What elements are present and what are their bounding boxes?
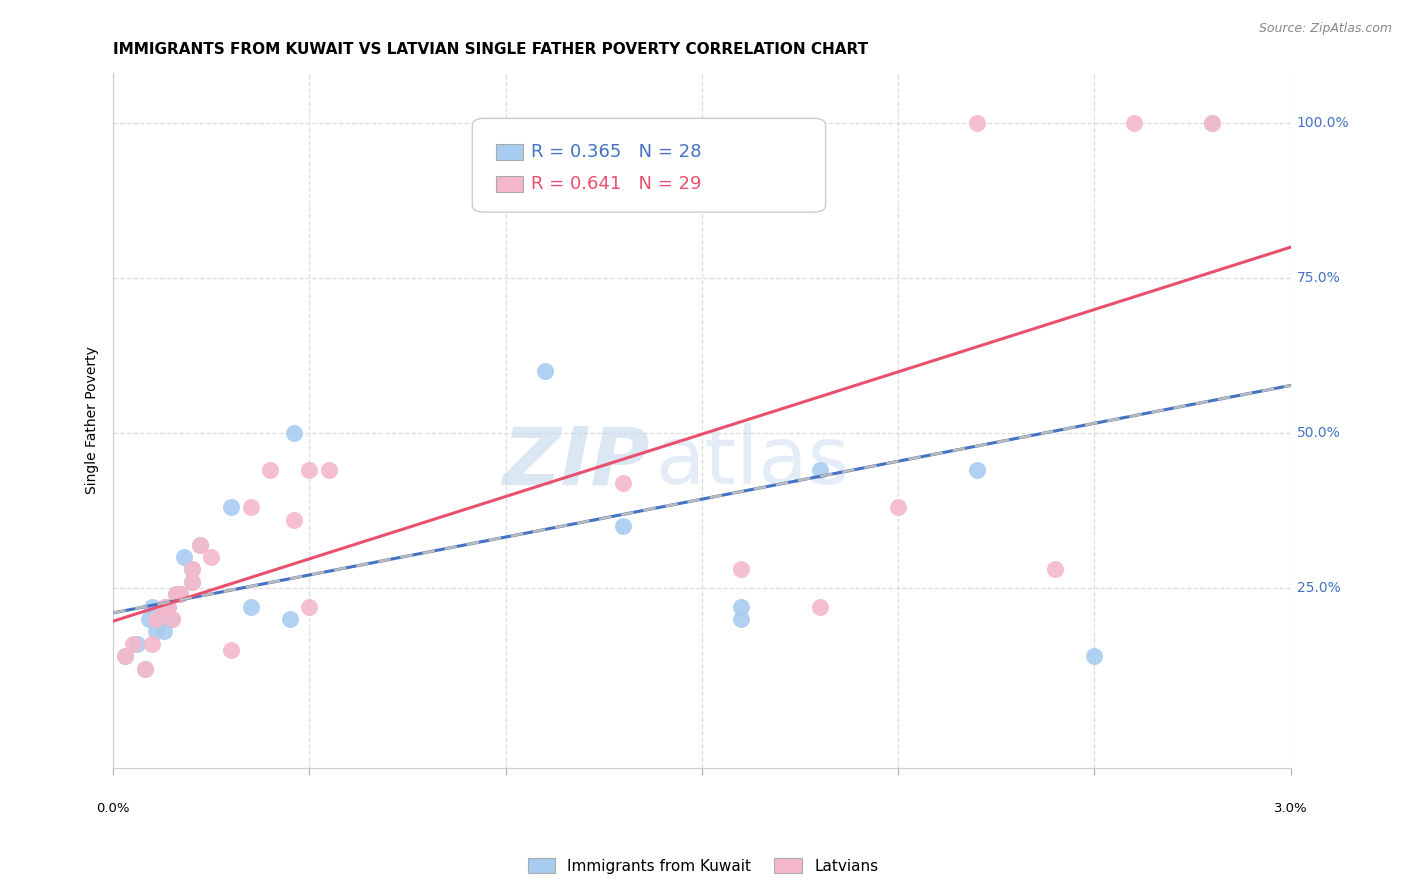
Point (145, 624, 167, 639)
Point (283, 513, 305, 527)
Point (134, 662, 156, 676)
Point (534, 364, 557, 378)
Point (173, 549, 195, 564)
Point (219, 500, 242, 515)
Point (169, 587, 191, 601)
Point (180, 562, 202, 576)
Point (145, 612, 167, 626)
Point (612, 519, 634, 533)
Text: 75.0%: 75.0% (1296, 271, 1340, 285)
Point (730, 599, 752, 614)
Text: ZIP: ZIP (502, 423, 650, 501)
Point (141, 599, 163, 614)
Point (138, 612, 160, 626)
Point (153, 599, 176, 614)
Point (141, 637, 163, 651)
FancyBboxPatch shape (472, 119, 825, 212)
Point (160, 612, 183, 626)
Point (1045, 562, 1067, 576)
Point (219, 643, 242, 657)
Point (259, 463, 281, 477)
Point (1122, 116, 1144, 130)
Point (121, 637, 143, 651)
Point (298, 599, 321, 614)
Point (808, 599, 831, 614)
FancyBboxPatch shape (496, 177, 523, 193)
Y-axis label: Single Father Poverty: Single Father Poverty (86, 347, 100, 494)
Point (966, 463, 988, 477)
Point (1201, 116, 1223, 130)
Point (188, 537, 211, 551)
Legend: Immigrants from Kuwait, Latvians: Immigrants from Kuwait, Latvians (522, 852, 884, 880)
Point (169, 587, 191, 601)
Point (180, 574, 202, 589)
Point (114, 649, 136, 664)
Text: R = 0.641   N = 29: R = 0.641 N = 29 (531, 176, 702, 194)
Text: atlas: atlas (655, 423, 849, 501)
Text: Source: ZipAtlas.com: Source: ZipAtlas.com (1258, 22, 1392, 36)
Text: 3.0%: 3.0% (1274, 802, 1308, 815)
Text: 0.0%: 0.0% (97, 802, 129, 815)
Point (114, 649, 136, 664)
Text: IMMIGRANTS FROM KUWAIT VS LATVIAN SINGLE FATHER POVERTY CORRELATION CHART: IMMIGRANTS FROM KUWAIT VS LATVIAN SINGLE… (114, 42, 869, 57)
Point (730, 562, 752, 576)
Text: 25.0%: 25.0% (1296, 581, 1340, 595)
Point (180, 574, 202, 589)
Text: 50.0%: 50.0% (1296, 425, 1340, 440)
Point (730, 612, 752, 626)
Point (180, 562, 202, 576)
Point (188, 537, 211, 551)
Point (612, 475, 634, 490)
Point (149, 612, 172, 626)
Point (283, 425, 305, 440)
Point (157, 599, 180, 614)
Point (278, 612, 301, 626)
Point (1083, 649, 1105, 664)
Point (165, 587, 187, 601)
Point (239, 599, 262, 614)
Point (134, 662, 156, 676)
Point (160, 612, 183, 626)
Point (966, 116, 988, 130)
Point (125, 637, 148, 651)
Text: R = 0.365   N = 28: R = 0.365 N = 28 (531, 143, 702, 161)
Point (318, 463, 340, 477)
Point (887, 500, 910, 515)
Point (157, 599, 180, 614)
Point (200, 549, 222, 564)
Point (808, 463, 831, 477)
Point (1201, 116, 1223, 130)
FancyBboxPatch shape (496, 144, 523, 160)
Text: 100.0%: 100.0% (1296, 116, 1350, 130)
Point (165, 587, 187, 601)
Point (153, 624, 176, 639)
Point (239, 500, 262, 515)
Point (298, 463, 321, 477)
